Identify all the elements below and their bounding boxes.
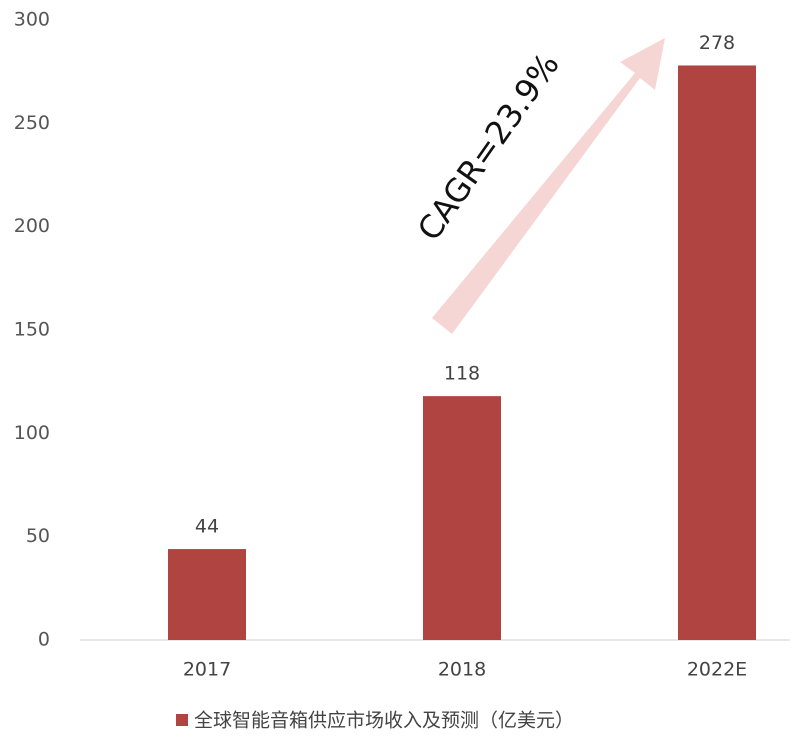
data-label: 118 bbox=[444, 363, 480, 385]
bar bbox=[678, 65, 756, 640]
data-label: 44 bbox=[195, 516, 219, 538]
x-tick-label: 2018 bbox=[438, 659, 486, 681]
y-tick-label: 200 bbox=[14, 215, 50, 237]
y-tick-label: 300 bbox=[14, 9, 50, 31]
bar bbox=[423, 396, 501, 640]
data-label: 278 bbox=[699, 32, 735, 54]
y-tick-label: 50 bbox=[26, 525, 50, 547]
y-tick-label: 250 bbox=[14, 112, 50, 134]
bar bbox=[168, 549, 246, 640]
legend-swatch bbox=[176, 714, 188, 726]
y-tick-label: 100 bbox=[14, 422, 50, 444]
y-tick-label: 150 bbox=[14, 319, 50, 341]
y-tick-label: 0 bbox=[38, 629, 50, 651]
x-tick-label: 2017 bbox=[183, 659, 231, 681]
x-tick-label: 2022E bbox=[687, 659, 747, 681]
annotation: CAGR=23.9% bbox=[410, 46, 567, 247]
cagr-arrow bbox=[432, 38, 665, 334]
legend-label: 全球智能音箱供应市场收入及预测（亿美元） bbox=[194, 710, 574, 732]
